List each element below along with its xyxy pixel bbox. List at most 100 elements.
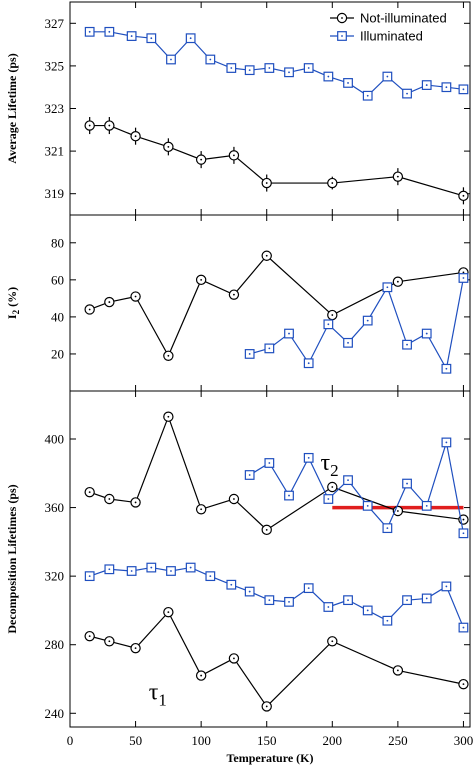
legend: Not-illuminated Illuminated [330,11,447,44]
data-point-center [167,611,170,614]
data-point-center [233,154,235,157]
data-point-center [327,606,330,608]
y-tick-label: 321 [45,144,65,159]
data-point-center [331,182,334,184]
data-point-center [248,353,251,355]
data-point-center [108,30,111,33]
y-tick-label: 319 [45,186,65,201]
data-point-center [462,683,465,686]
data-point-center [88,491,91,494]
plot-frame [69,214,471,392]
x-tick-label: 0 [67,733,74,748]
data-point-center [366,504,369,507]
data-point-center [366,609,369,612]
data-point-center [268,462,271,464]
series-line-1 [249,442,465,534]
series-line-0 [89,254,464,358]
y-tick-label: 280 [45,637,65,652]
data-point-center [406,599,408,602]
data-point-center [406,482,408,485]
data-point-center [268,67,271,69]
data-point-center [200,278,203,281]
data-point-center [233,657,235,660]
data-point-center [331,314,334,316]
y-tick-label: 40 [51,309,64,324]
panel-top: 319 321 323 325 327 Average Lifetime (ps) Not-… [5,1,471,216]
y-axis-title: Average Lifetime (ps) [5,53,19,163]
data-point-center [167,145,170,148]
data-point-center [462,88,465,91]
data-point-center [88,575,91,578]
tau1-label: τ1 [149,680,167,710]
data-point-center [268,347,271,350]
data-point-center [200,508,203,511]
data-point-center [248,69,251,72]
data-point-center [386,619,389,622]
data-point-center [134,647,137,650]
data-point-center [170,58,172,61]
data-point-center [462,271,465,274]
plot-frame [69,390,471,728]
data-point-center [445,367,448,370]
data-point-center [445,86,448,89]
legend-marker-0-center [341,17,343,19]
y-tick-label: 60 [51,272,64,287]
data-point-center [167,415,170,418]
data-point-center [88,124,91,127]
legend-marker-1-center [341,35,343,37]
tau2-label: τ2 [320,450,338,480]
x-tick-label: 150 [257,733,277,748]
data-point-center [445,441,448,444]
data-point-center [265,182,268,184]
panel-middle: 20 40 60 80 I2 (%) [5,214,471,392]
data-point-center [170,570,172,572]
data-point-center [134,135,137,138]
data-point-center [200,674,203,677]
series-line-0 [89,124,464,197]
data-point-center [425,597,428,600]
data-point-center [327,75,330,78]
data-point-center [406,343,408,346]
data-point-center [327,498,330,500]
data-point-center [307,362,310,365]
data-point-center [134,501,137,504]
data-point-center [288,494,290,497]
data-point-center [366,94,369,97]
y-tick-label: 400 [45,432,65,447]
data-point-center [189,566,192,569]
y-axis-title: I2 (%) [5,287,21,319]
data-point-center [108,498,111,500]
data-point-center [88,635,91,638]
data-point-center [248,474,251,476]
x-tick-label: 200 [323,733,343,748]
series-line-2 [89,611,464,708]
data-point-center [462,277,465,279]
x-axis-title: Temperature (K) [227,751,314,765]
data-point-center [108,301,111,303]
data-point-center [150,37,153,40]
data-point-center [108,124,111,127]
data-point-center [233,293,235,296]
series-line-1 [249,277,465,371]
data-point-center [406,92,408,95]
data-point-center [189,37,192,40]
data-point-center [425,332,428,335]
data-point-center [396,280,399,283]
data-point-center [347,599,349,602]
panel-bottom: 240 280 320 360 400 Decomposition Lifetimes (… [5,390,473,765]
data-point-center [462,194,465,197]
data-point-center [230,67,233,69]
data-point-center [230,583,233,586]
data-point-center [327,323,330,326]
data-point-center [347,479,349,482]
data-point-center [386,286,389,289]
data-point-center [396,175,399,178]
data-point-center [200,158,203,161]
data-point-center [396,510,399,512]
series-line-0 [89,414,464,531]
data-point-center [108,568,111,571]
data-point-center [150,566,153,569]
data-point-center [167,354,170,357]
x-tick-label: 100 [191,733,211,748]
data-point-center [288,600,290,603]
